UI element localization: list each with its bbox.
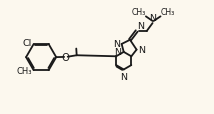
- Text: Cl: Cl: [22, 39, 32, 48]
- Text: N: N: [113, 39, 120, 48]
- Text: CH₃: CH₃: [17, 66, 32, 75]
- Text: N: N: [137, 21, 144, 30]
- Text: N: N: [120, 72, 127, 81]
- Text: N: N: [114, 47, 121, 56]
- Text: CH₃: CH₃: [161, 7, 175, 16]
- Text: O: O: [62, 52, 70, 62]
- Text: N: N: [138, 46, 146, 55]
- Text: N: N: [150, 14, 156, 23]
- Text: CH₃: CH₃: [131, 7, 146, 16]
